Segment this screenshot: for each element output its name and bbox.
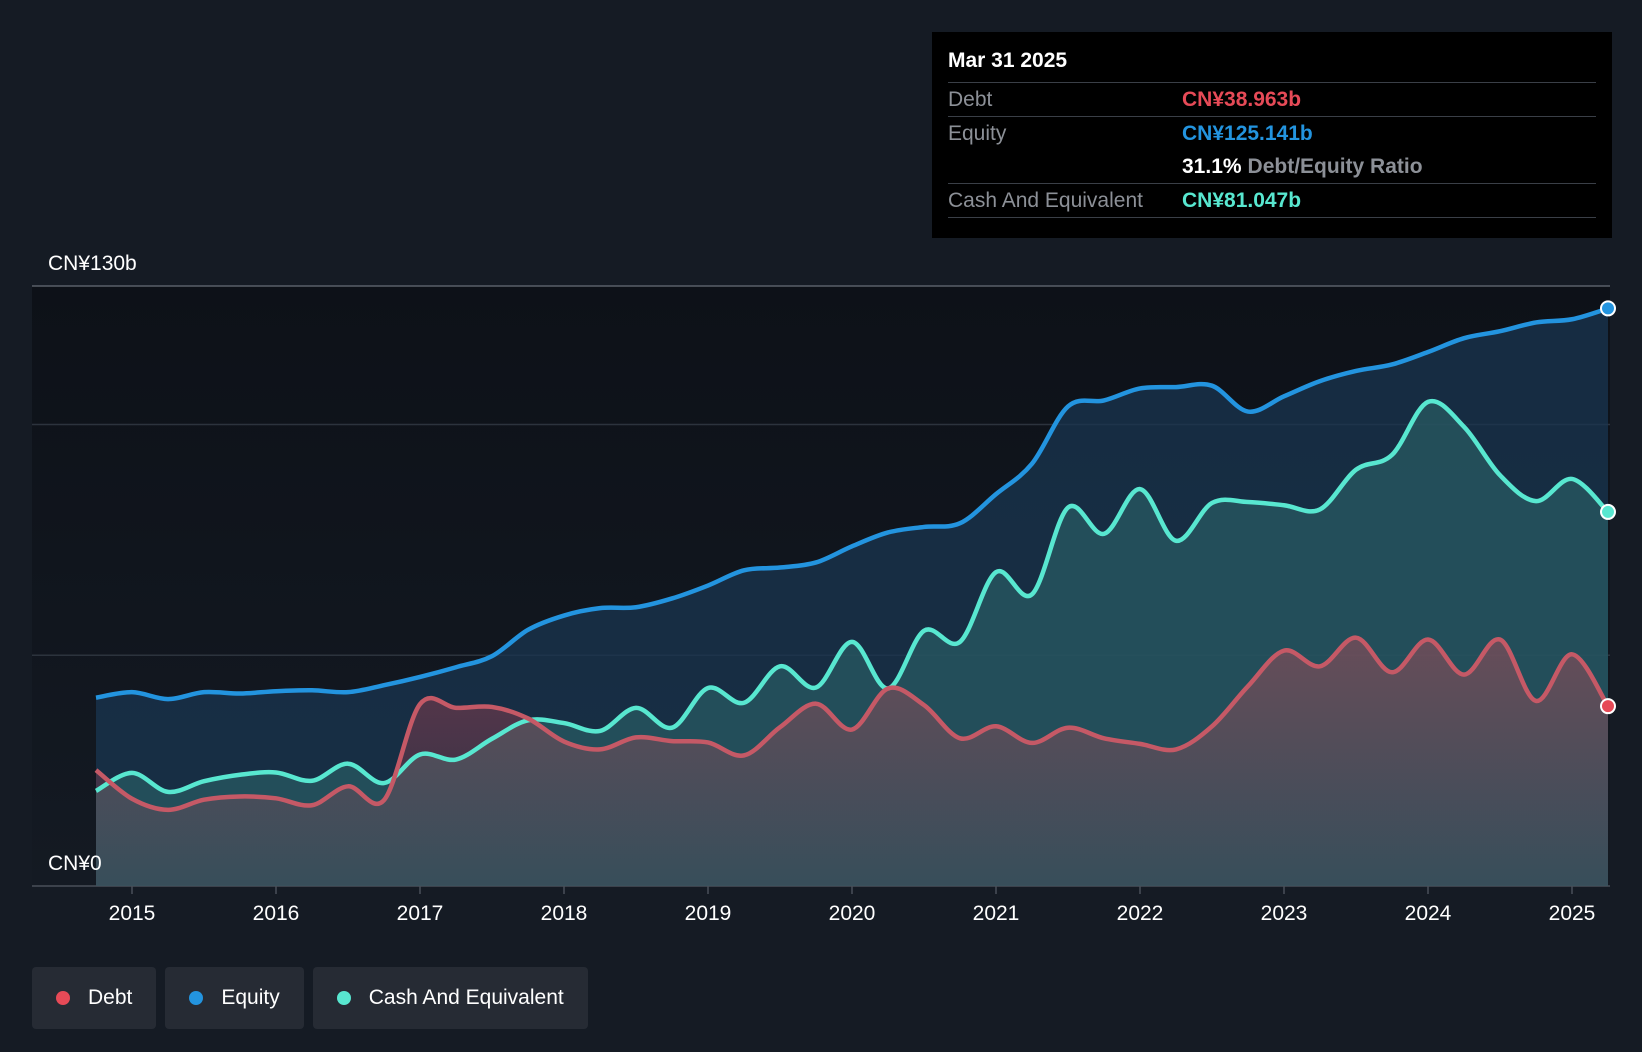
cash-and-equivalent-line <box>94 398 1610 795</box>
tooltip-ratio-label: Debt/Equity Ratio <box>1247 155 1423 178</box>
x-tick-label-2025: 2025 <box>1549 902 1596 925</box>
x-tick-label-2023: 2023 <box>1261 902 1308 925</box>
x-tick-label-2019: 2019 <box>685 902 732 925</box>
legend-label-cash: Cash And Equivalent <box>368 986 564 1009</box>
legend-label-debt: Debt <box>88 986 133 1009</box>
y-axis-top-label: CN¥130b <box>48 252 137 275</box>
legend-item-debt[interactable]: Debt <box>32 967 157 1029</box>
legend-item-cash[interactable]: Cash And Equivalent <box>312 967 588 1029</box>
debt-dot-icon <box>56 991 70 1005</box>
legend-label-equity: Equity <box>221 986 280 1009</box>
tooltip-date: Mar 31 2025 <box>948 46 1596 83</box>
legend-item-equity[interactable]: Equity <box>165 967 304 1029</box>
x-axis-ticks: 2015 2016 2017 2018 2019 2020 2021 2022 2023 2024… <box>109 886 1596 925</box>
x-tick-label-2021: 2021 <box>973 902 1020 925</box>
x-tick-label-2017: 2017 <box>397 902 444 925</box>
tooltip-equity-label: Equity <box>948 122 1007 145</box>
series-lines <box>94 306 1610 813</box>
tooltip-ratio-row: 31.1% Debt/Equity Ratio <box>948 150 1596 184</box>
tooltip-equity-value: CN¥125.141b <box>1182 122 1313 145</box>
tooltip-cash-label: Cash And Equivalent <box>948 189 1143 212</box>
y-axis-bottom-label: CN¥0 <box>48 852 102 875</box>
x-tick-label-2018: 2018 <box>541 902 588 925</box>
x-tick-label-2016: 2016 <box>253 902 300 925</box>
tooltip-equity-row: Equity CN¥125.141b <box>948 117 1596 150</box>
equity-line <box>95 306 1609 702</box>
series-end-points <box>1600 300 1616 715</box>
x-tick-label-2015: 2015 <box>109 902 156 925</box>
tooltip-debt-row: Debt CN¥38.963b <box>948 83 1596 117</box>
cash-and-equivalent-end-point <box>1600 503 1616 520</box>
cash-dot-icon <box>336 991 351 1005</box>
tooltip-debt-label: Debt <box>948 88 993 111</box>
tooltip-ratio-value: 31.1% <box>1182 155 1242 178</box>
chart-legend: Debt Equity Cash And Equivalent <box>32 967 588 1029</box>
tooltip-debt-value: CN¥38.963b <box>1182 88 1302 111</box>
data-tooltip: Mar 31 2025 Debt CN¥38.963b Equity CN¥12… <box>932 32 1612 238</box>
debt-area <box>96 637 1608 886</box>
debt-line <box>94 635 1610 813</box>
equity-dot-icon <box>189 991 204 1005</box>
tooltip-cash-value: CN¥81.047b <box>1182 189 1302 212</box>
tooltip-cash-row: Cash And Equivalent CN¥81.047b <box>948 184 1596 218</box>
equity-end-point <box>1600 300 1616 317</box>
x-tick-label-2022: 2022 <box>1117 902 1164 925</box>
debt-end-point <box>1600 698 1616 715</box>
x-tick-label-2024: 2024 <box>1405 902 1452 925</box>
x-tick-label-2020: 2020 <box>829 902 876 925</box>
